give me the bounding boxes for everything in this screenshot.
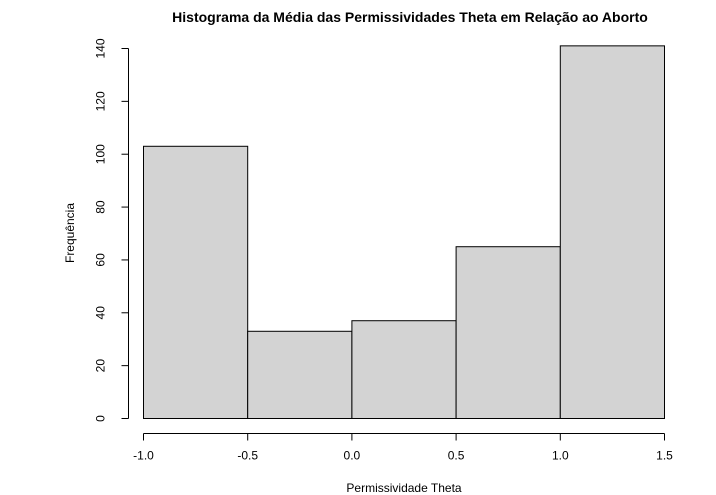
y-tick-label: 60 — [94, 253, 108, 267]
histogram-bar-0 — [143, 145, 249, 420]
y-tick-label: 40 — [94, 306, 108, 320]
y-tick-label: 0 — [94, 415, 108, 422]
histogram-bar-3 — [455, 246, 561, 419]
x-tick-label: -1.0 — [133, 449, 154, 463]
x-tick-label: 1.0 — [552, 449, 569, 463]
chart-title: Histograma da Média das Permissividades … — [172, 9, 648, 25]
x-axis-label: Permissividade Theta — [346, 481, 461, 495]
histogram-bar-2 — [351, 320, 457, 420]
y-tick-label: 140 — [94, 38, 108, 58]
y-tick-label: 120 — [94, 91, 108, 111]
x-tick-label: 0.5 — [448, 449, 465, 463]
x-tick-label: -0.5 — [237, 449, 258, 463]
y-axis: 0 20 40 60 80 100 120 140 — [94, 38, 129, 422]
x-tick-label: 0.0 — [344, 449, 361, 463]
y-tick-label: 20 — [94, 359, 108, 373]
histogram-bar-4 — [559, 45, 665, 419]
bars-group — [143, 45, 665, 420]
y-tick-label: 100 — [94, 144, 108, 164]
x-tick-label: 1.5 — [656, 449, 673, 463]
y-axis-label: Frequência — [63, 203, 77, 263]
y-tick-label: 80 — [94, 200, 108, 214]
x-axis: -1.0 -0.5 0.0 0.5 1.0 1.5 — [133, 433, 673, 463]
histogram-bar-1 — [247, 330, 353, 419]
